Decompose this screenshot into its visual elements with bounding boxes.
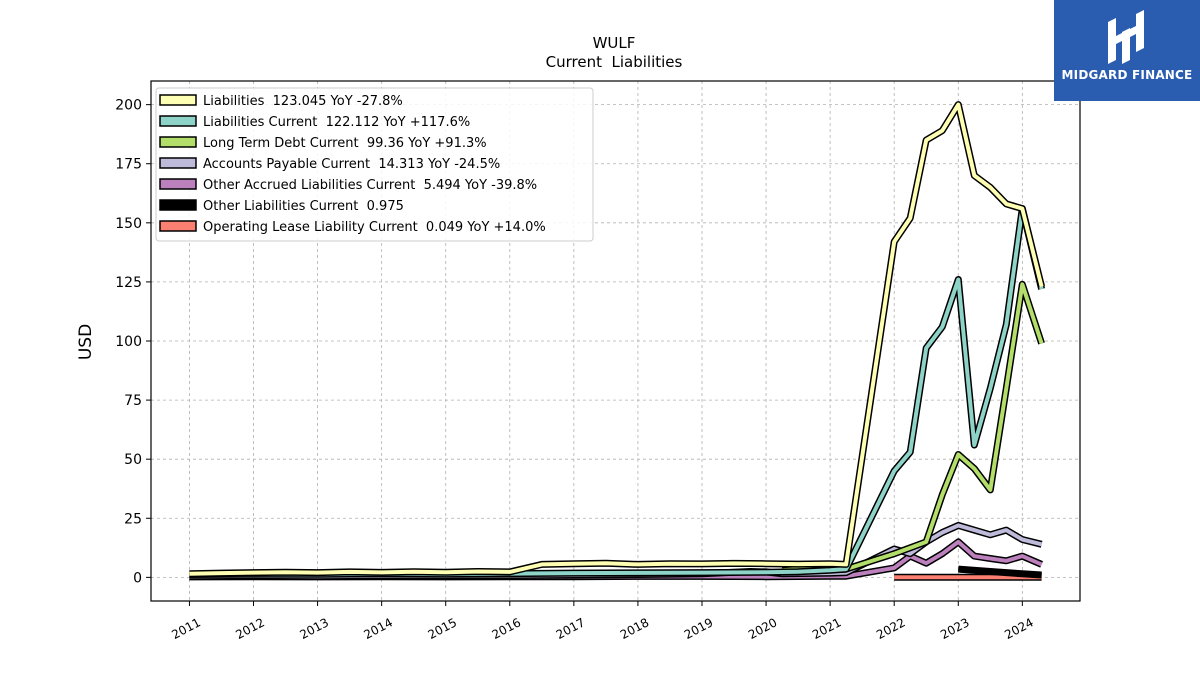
chart-subtitle: Current Liabilities <box>546 53 683 71</box>
legend-entry: Other Liabilities Current 0.975 <box>203 199 404 214</box>
legend-entry: Liabilities 123.045 YoY -27.8% <box>203 94 403 109</box>
y-tick-label: 150 <box>115 216 142 232</box>
legend-swatch <box>159 115 197 127</box>
legend: Liabilities 123.045 YoY -27.8% Liabilitie… <box>155 87 594 242</box>
chart-title: WULF <box>593 34 636 52</box>
y-axis-label: USD <box>76 324 96 360</box>
logo-mark-icon <box>1108 10 1144 64</box>
legend-entry: Operating Lease Liability Current 0.049 … <box>203 220 546 235</box>
legend-swatch <box>159 199 197 211</box>
x-tick-label: 2019 <box>682 615 716 642</box>
x-tick-label: 2023 <box>938 615 972 642</box>
legend-swatch <box>159 157 197 169</box>
y-tick-label: 50 <box>124 452 142 468</box>
y-tick-label: 0 <box>133 570 142 586</box>
series-lines <box>189 101 1046 581</box>
series-line <box>189 102 1044 576</box>
legend-entry: Other Accrued Liabilities Current 5.494 … <box>203 178 537 193</box>
x-tick-label: 2022 <box>874 615 908 642</box>
legend-entry: Liabilities Current 122.112 YoY +117.6% <box>203 115 470 130</box>
series-liabilities <box>189 101 1045 578</box>
series-line <box>958 567 1042 577</box>
plot-frame <box>150 80 1081 602</box>
y-tick-label: 25 <box>124 511 142 527</box>
legend-entry: Long Term Debt Current 99.36 YoY +91.3% <box>203 136 487 151</box>
x-tick-label: 2021 <box>810 615 844 642</box>
brand-logo: MIDGARD FINANCE <box>1054 0 1200 101</box>
x-tick-label: 2015 <box>426 615 460 642</box>
x-tick-label: 2011 <box>169 615 203 642</box>
logo-text: MIDGARD FINANCE <box>1061 68 1193 82</box>
series-other-liabilities-current <box>958 565 1042 579</box>
legend-swatch <box>159 136 197 148</box>
legend-entry: Accounts Payable Current 14.313 YoY -24.… <box>203 157 500 172</box>
legend-swatch <box>159 220 197 232</box>
y-tick-label: 125 <box>115 275 142 291</box>
y-tick-label: 200 <box>115 98 142 114</box>
x-tick-label: 2017 <box>554 615 588 642</box>
x-tick-label: 2016 <box>490 615 524 642</box>
x-tick-label: 2018 <box>618 615 652 642</box>
y-tick-label: 75 <box>124 393 142 409</box>
y-tick-label: 175 <box>115 157 142 173</box>
legend-box <box>155 87 594 242</box>
legend-swatch <box>159 94 197 106</box>
x-tick-label: 2013 <box>297 615 331 642</box>
x-tick-label: 2020 <box>746 615 780 642</box>
y-tick-label: 100 <box>115 334 142 350</box>
x-tick-label: 2014 <box>362 615 396 642</box>
x-tick-label: 2012 <box>233 615 267 642</box>
legend-swatch <box>159 178 197 190</box>
x-tick-label: 2024 <box>1002 615 1036 642</box>
